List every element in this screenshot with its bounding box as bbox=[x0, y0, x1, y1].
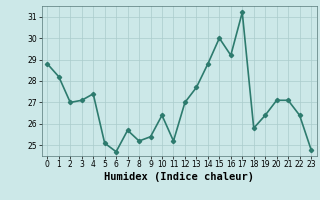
X-axis label: Humidex (Indice chaleur): Humidex (Indice chaleur) bbox=[104, 172, 254, 182]
